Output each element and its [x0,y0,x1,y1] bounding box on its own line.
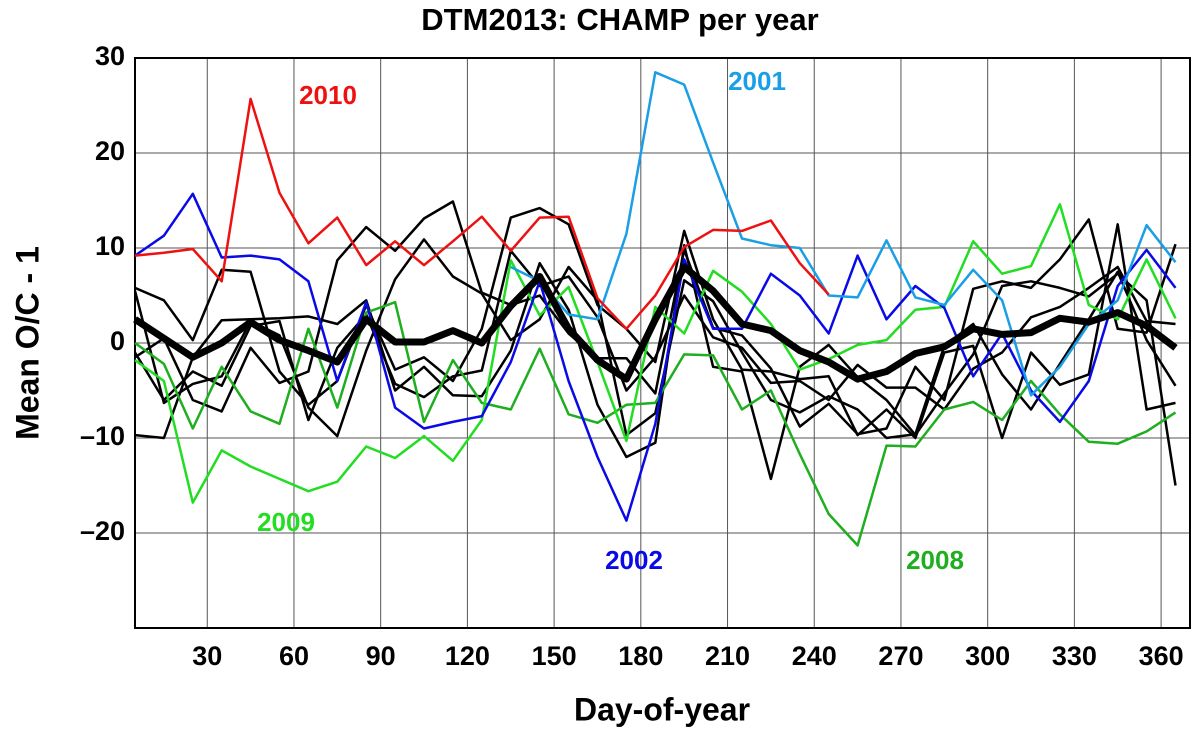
x-tick-label: 210 [705,641,750,671]
series-line [134,200,1177,436]
x-tick-label: 270 [878,641,923,671]
x-axis-label: Day-of-year [574,691,750,727]
series-line [134,203,1177,504]
series-label: 2010 [299,80,357,110]
y-tick-label: 0 [110,326,125,356]
mean-line [133,263,1178,383]
series-label: 2009 [257,507,315,537]
y-tick-label: 10 [95,231,125,261]
x-tick-label: 30 [192,641,222,671]
series-line [133,249,1176,422]
x-tick-label: 300 [965,641,1010,671]
y-tick-label: 30 [95,41,125,71]
x-tick-label: 150 [532,641,577,671]
series-line [510,71,1177,397]
x-tick-label: 90 [366,641,396,671]
x-tick-label: 180 [618,641,663,671]
series-line [134,97,830,331]
series-line [134,243,1177,486]
series-line [134,300,1177,547]
y-tick-label: 20 [95,136,125,166]
series-label: 2002 [605,545,663,575]
y-tick-label: –10 [80,421,125,451]
y-axis-label: Mean O/C - 1 [9,246,45,440]
series-label: 2008 [906,545,964,575]
x-tick-label: 330 [1052,641,1097,671]
x-tick-label: 360 [1139,641,1184,671]
series-label: 2001 [728,66,786,96]
chart-title: DTM2013: CHAMP per year [421,2,818,37]
y-tick-label: –20 [80,516,125,546]
x-tick-label: 120 [445,641,490,671]
series-line [133,238,1177,440]
x-tick-label: 240 [792,641,837,671]
x-tick-label: 60 [279,641,309,671]
